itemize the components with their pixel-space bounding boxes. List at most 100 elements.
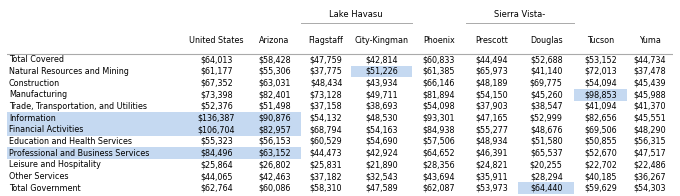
Text: Construction: Construction — [9, 79, 60, 88]
Text: $84,938: $84,938 — [422, 125, 455, 134]
Bar — [574, 89, 627, 101]
Text: Professional and Business Services: Professional and Business Services — [9, 149, 149, 158]
Text: $60,529: $60,529 — [309, 137, 343, 146]
Text: Manufacturing: Manufacturing — [9, 90, 67, 99]
Text: $38,693: $38,693 — [365, 102, 398, 111]
Text: $46,391: $46,391 — [476, 149, 509, 158]
Text: $37,478: $37,478 — [634, 67, 666, 76]
Text: $62,764: $62,764 — [200, 184, 233, 193]
Text: $63,152: $63,152 — [258, 149, 291, 158]
Text: $63,031: $63,031 — [258, 79, 291, 88]
Text: $42,814: $42,814 — [365, 55, 398, 64]
Text: $45,551: $45,551 — [634, 114, 666, 122]
Text: $41,094: $41,094 — [584, 102, 617, 111]
Text: United States: United States — [189, 36, 244, 45]
Text: $47,165: $47,165 — [476, 114, 509, 122]
Text: $52,688: $52,688 — [530, 55, 562, 64]
Text: $44,065: $44,065 — [201, 172, 233, 181]
Text: $48,434: $48,434 — [310, 79, 342, 88]
Text: $84,496: $84,496 — [201, 149, 233, 158]
Bar — [248, 124, 301, 136]
Text: Phoenix: Phoenix — [423, 36, 454, 45]
Text: $57,506: $57,506 — [422, 137, 455, 146]
Bar — [7, 124, 185, 136]
Text: $73,398: $73,398 — [200, 90, 233, 99]
Text: $136,387: $136,387 — [198, 114, 235, 122]
Text: $43,694: $43,694 — [422, 172, 455, 181]
Text: $54,132: $54,132 — [310, 114, 343, 122]
Text: $58,310: $58,310 — [310, 184, 342, 193]
Text: $58,428: $58,428 — [258, 55, 291, 64]
Text: $48,189: $48,189 — [476, 79, 509, 88]
Text: Prescott: Prescott — [476, 36, 509, 45]
Text: $37,775: $37,775 — [309, 67, 343, 76]
Text: $59,629: $59,629 — [584, 184, 617, 193]
Text: $48,290: $48,290 — [634, 125, 666, 134]
Text: $36,267: $36,267 — [634, 172, 666, 181]
Text: $24,821: $24,821 — [476, 160, 509, 169]
Text: Leisure and Hospitality: Leisure and Hospitality — [9, 160, 101, 169]
Text: $26,802: $26,802 — [258, 160, 291, 169]
Text: $54,690: $54,690 — [365, 137, 398, 146]
Text: Flagstaff: Flagstaff — [309, 36, 343, 45]
Text: $51,226: $51,226 — [365, 67, 398, 76]
Text: $37,903: $37,903 — [476, 102, 509, 111]
Text: $106,704: $106,704 — [198, 125, 235, 134]
Text: $25,831: $25,831 — [310, 160, 343, 169]
Text: $54,163: $54,163 — [365, 125, 398, 134]
Text: Lake Havasu: Lake Havasu — [329, 10, 383, 19]
Text: $55,306: $55,306 — [258, 67, 291, 76]
Text: $53,152: $53,152 — [584, 55, 617, 64]
Text: $90,876: $90,876 — [258, 114, 291, 122]
Text: $37,182: $37,182 — [310, 172, 343, 181]
Text: Trade, Transportation, and Utilities: Trade, Transportation, and Utilities — [9, 102, 147, 111]
Text: $64,440: $64,440 — [530, 184, 562, 193]
Text: $72,013: $72,013 — [584, 67, 617, 76]
Text: $51,580: $51,580 — [530, 137, 562, 146]
Text: $60,086: $60,086 — [258, 184, 291, 193]
Text: $81,894: $81,894 — [422, 90, 455, 99]
Text: Douglas: Douglas — [530, 36, 562, 45]
Text: $69,775: $69,775 — [530, 79, 563, 88]
Text: $48,676: $48,676 — [530, 125, 562, 134]
Text: Financial Activities: Financial Activities — [9, 125, 83, 134]
Text: $48,934: $48,934 — [476, 137, 509, 146]
Text: $35,911: $35,911 — [476, 172, 509, 181]
Text: Information: Information — [9, 114, 56, 122]
Text: $65,537: $65,537 — [530, 149, 562, 158]
Bar — [185, 112, 248, 124]
Text: $82,957: $82,957 — [258, 125, 291, 134]
Text: Sierra Vista-: Sierra Vista- — [494, 10, 545, 19]
Text: $20,255: $20,255 — [530, 160, 563, 169]
Text: $28,294: $28,294 — [530, 172, 562, 181]
Text: $52,999: $52,999 — [530, 114, 563, 122]
Text: Total Government: Total Government — [9, 184, 80, 193]
Text: $37,158: $37,158 — [310, 102, 343, 111]
Text: $49,711: $49,711 — [365, 90, 398, 99]
Text: $64,652: $64,652 — [422, 149, 455, 158]
Bar — [248, 112, 301, 124]
Text: $43,934: $43,934 — [365, 79, 398, 88]
Text: City-Kingman: City-Kingman — [354, 36, 409, 45]
Text: Education and Health Services: Education and Health Services — [9, 137, 132, 146]
Text: $61,177: $61,177 — [200, 67, 233, 76]
Text: $56,315: $56,315 — [634, 137, 666, 146]
Bar — [248, 147, 301, 159]
Text: $55,323: $55,323 — [200, 137, 233, 146]
Text: $50,855: $50,855 — [584, 137, 617, 146]
Text: $21,890: $21,890 — [365, 160, 398, 169]
Text: $60,833: $60,833 — [422, 55, 455, 64]
Bar — [7, 112, 185, 124]
Bar — [185, 124, 248, 136]
Text: $22,702: $22,702 — [584, 160, 617, 169]
Text: Tucson: Tucson — [587, 36, 614, 45]
Text: $44,494: $44,494 — [476, 55, 509, 64]
Text: $73,128: $73,128 — [310, 90, 343, 99]
Text: $82,401: $82,401 — [258, 90, 291, 99]
Text: $55,277: $55,277 — [475, 125, 509, 134]
Text: $40,185: $40,185 — [584, 172, 617, 181]
Text: $25,864: $25,864 — [200, 160, 233, 169]
Text: $51,498: $51,498 — [258, 102, 291, 111]
Text: $47,759: $47,759 — [309, 55, 343, 64]
Text: $22,486: $22,486 — [634, 160, 666, 169]
